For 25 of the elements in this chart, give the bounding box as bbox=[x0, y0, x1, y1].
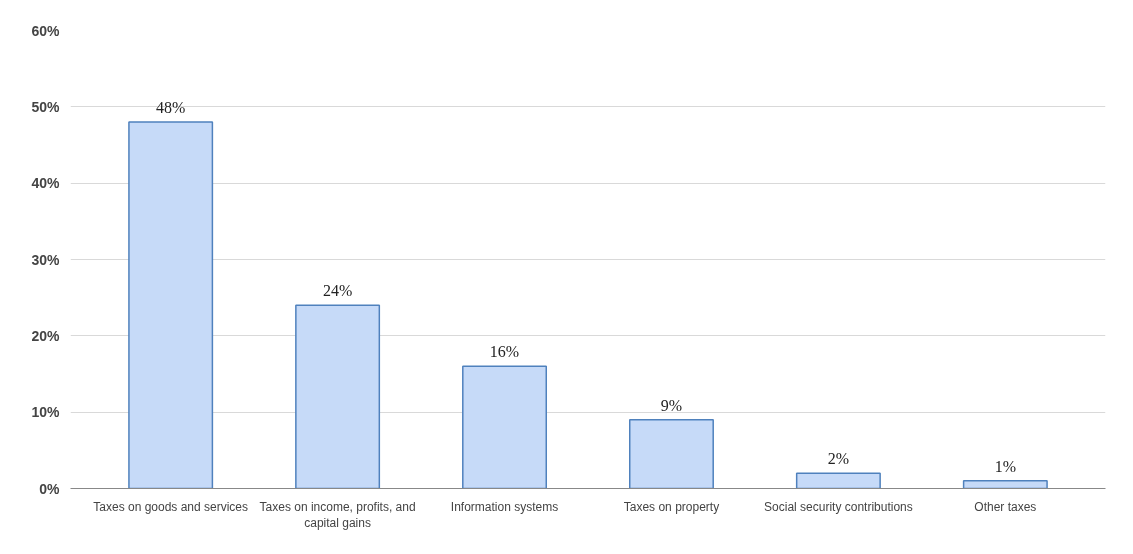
data-label: 48% bbox=[156, 99, 186, 117]
data-label: 2% bbox=[827, 450, 850, 468]
x-tick-label: Taxes on property bbox=[623, 499, 720, 514]
bar bbox=[628, 419, 714, 489]
x-tick-label: Other taxes bbox=[974, 499, 1037, 514]
x-tick-label: Taxes on income, profits, and capital gains bbox=[259, 499, 416, 531]
x-tick-label: Social security contributions bbox=[764, 499, 913, 514]
bar bbox=[128, 121, 214, 489]
y-tick-label: 40% bbox=[31, 175, 61, 192]
y-tick-label: 50% bbox=[31, 98, 61, 115]
y-tick-label: 20% bbox=[31, 327, 61, 344]
bar bbox=[295, 304, 381, 489]
bar bbox=[795, 472, 881, 489]
y-tick-label: 30% bbox=[31, 251, 61, 268]
y-tick-label: 60% bbox=[31, 22, 61, 39]
data-label: 1% bbox=[994, 457, 1016, 475]
y-tick-label: 0% bbox=[39, 480, 61, 497]
data-label: 24% bbox=[322, 282, 353, 300]
y-tick-label: 10% bbox=[31, 404, 61, 421]
bar bbox=[962, 480, 1048, 489]
x-tick-label: Taxes on goods and services bbox=[93, 499, 249, 514]
bar bbox=[462, 365, 548, 489]
data-label: 9% bbox=[660, 396, 683, 414]
x-tick-label: Information systems bbox=[450, 499, 559, 514]
data-label: 16% bbox=[489, 343, 520, 361]
